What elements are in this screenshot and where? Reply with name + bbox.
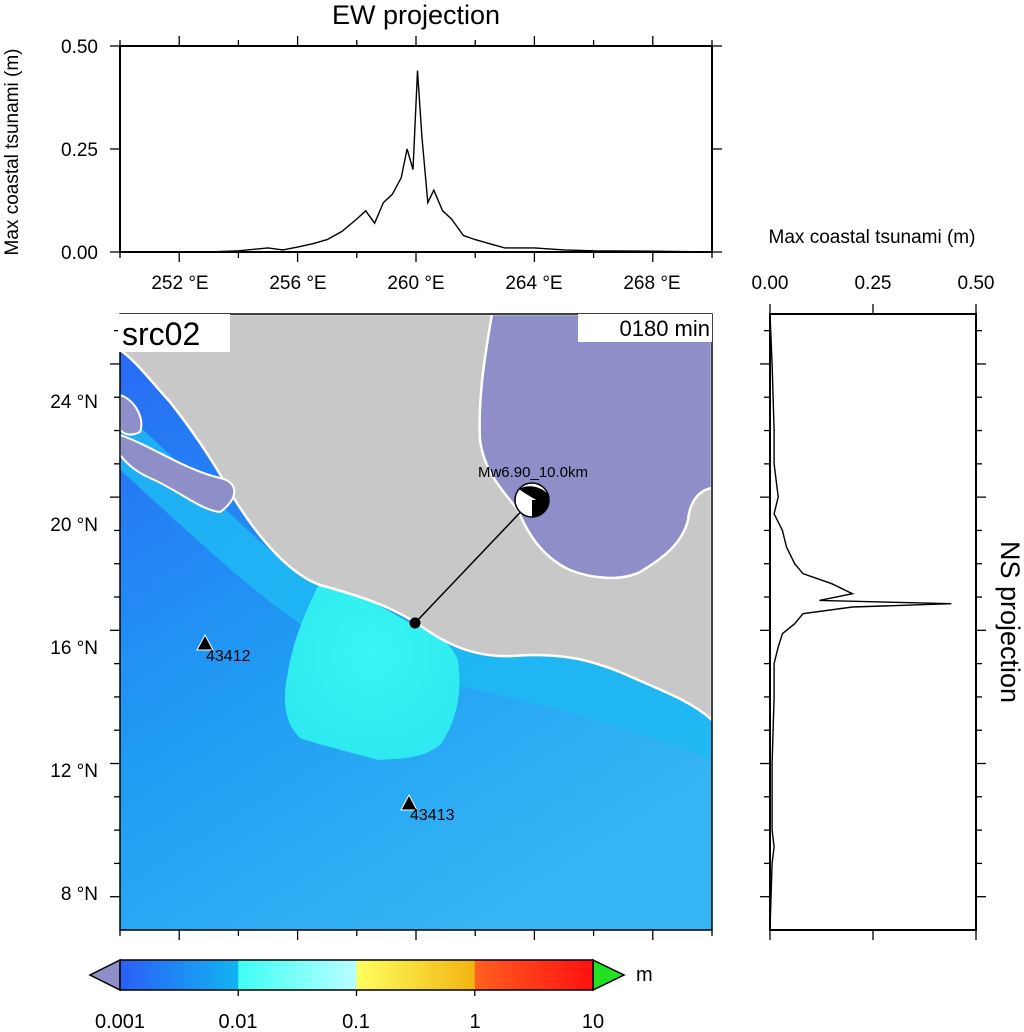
ns-axis-ticks [760, 304, 986, 940]
lat-tick-label: 12 °N [50, 761, 98, 782]
ns-series-line [769, 313, 952, 931]
tsunami-map: src02 0180 min 24 °N 20 °N 16 °N 12 °N 8… [50, 313, 713, 940]
colorbar-segment [238, 960, 357, 990]
gulf-of-california-inner [120, 433, 236, 514]
ew-x-tick-label: 260 °E [387, 273, 444, 294]
colorbar-tick-label: 10 [582, 1011, 604, 1032]
time-label: 0180 min [619, 316, 710, 341]
coastal-wave-band [120, 410, 712, 760]
ns-plot-frame [769, 313, 977, 931]
map-lat-tick-labels: 24 °N 20 °N 16 °N 12 °N 8 °N [50, 392, 98, 905]
epicenter-connector [414, 499, 533, 624]
colorbar: m 0.001 0.01 0.1 1 10 [88, 958, 653, 1032]
ns-x-tick-label: 0.50 [958, 273, 995, 294]
colorbar-segment [356, 960, 476, 990]
ns-panel-title: NS projection [995, 541, 1024, 703]
ew-y-tick-label: 0.50 [61, 37, 98, 58]
station-label: 43413 [410, 807, 455, 824]
station-43412: 43412 [196, 633, 251, 665]
ns-x-tick-labels: 0.00 0.25 0.50 [752, 273, 995, 294]
ew-plot-frame [119, 45, 713, 253]
event-label: Mw6.90_10.0km [478, 464, 588, 481]
station-triangle-icon [196, 633, 214, 651]
source-label: src02 [122, 316, 200, 352]
colorbar-tick-label: 0.001 [95, 1011, 145, 1032]
ew-x-tick-label: 268 °E [623, 273, 680, 294]
time-label-box [578, 314, 712, 342]
ew-panel-ylabel: Max coastal tsunami (m) [2, 49, 23, 256]
colorbar-tick-label: 0.1 [342, 1011, 370, 1032]
ew-y-tick-labels: 0.50 0.25 0.00 [61, 37, 98, 264]
ew-x-tick-label: 252 °E [151, 273, 208, 294]
station-43413: 43413 [400, 793, 455, 824]
ew-panel-title: EW projection [332, 0, 500, 30]
colorbar-below-arrow [88, 958, 121, 992]
epicenter-marker [409, 617, 421, 629]
lat-tick-label: 24 °N [50, 392, 98, 413]
colorbar-segment [474, 960, 594, 990]
ew-y-tick-label: 0.00 [61, 243, 98, 264]
source-label-box [118, 314, 230, 352]
gulf-of-california [120, 393, 143, 436]
colorbar-above-arrow [592, 958, 626, 992]
lat-tick-label: 16 °N [50, 638, 98, 659]
ew-x-tick-label: 264 °E [505, 273, 562, 294]
colorbar-segment [120, 960, 239, 990]
ns-x-tick-label: 0.25 [855, 273, 892, 294]
map-axis-ticks [110, 329, 713, 940]
colorbar-unit: m [636, 964, 653, 986]
lat-tick-label: 20 °N [50, 515, 98, 536]
ew-series-line [120, 70, 713, 253]
ew-axis-ticks [110, 36, 722, 262]
ew-projection-panel: EW projection Max coastal tsunami (m) 0.… [2, 0, 722, 294]
station-triangle-icon [400, 793, 418, 811]
ew-x-tick-labels: 252 °E 256 °E 260 °E 264 °E 268 °E [151, 273, 680, 294]
colorbar-frame [119, 959, 594, 991]
colorbar-tick-label: 0.01 [219, 1011, 258, 1032]
ns-panel-xlabel: Max coastal tsunami (m) [769, 227, 976, 248]
focal-mechanism-icon [514, 482, 550, 518]
ew-x-tick-label: 256 °E [269, 273, 326, 294]
ew-y-tick-label: 0.25 [61, 140, 98, 161]
colorbar-tick-labels: 0.001 0.01 0.1 1 10 [95, 1011, 604, 1032]
station-label: 43412 [206, 648, 251, 665]
ns-x-tick-label: 0.00 [752, 273, 789, 294]
ns-projection-panel: Max coastal tsunami (m) 0.00 0.25 0.50 N… [752, 227, 1024, 940]
lat-tick-label: 8 °N [61, 884, 98, 905]
colorbar-tick-label: 1 [469, 1011, 480, 1032]
colorbar-segments [120, 960, 594, 996]
